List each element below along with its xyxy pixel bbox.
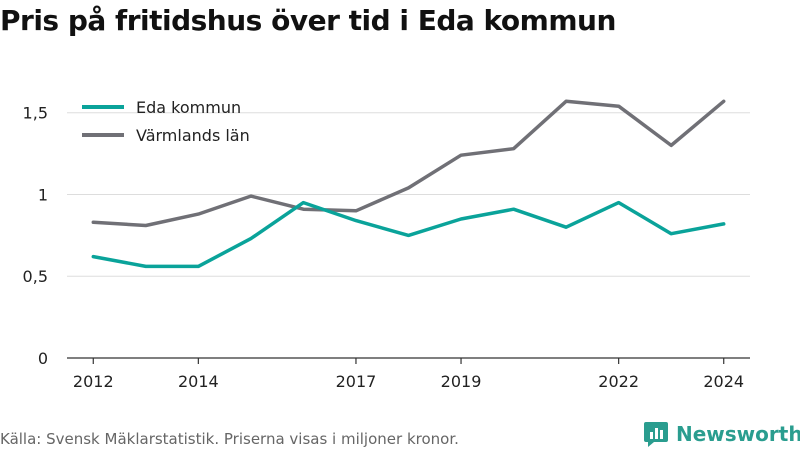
legend-label: Eda kommun — [136, 98, 241, 117]
chart-title: Pris på fritidshus över tid i Eda kommun — [0, 4, 616, 37]
x-tick-label: 2024 — [703, 372, 744, 391]
brand-name: Newsworthy — [676, 422, 800, 446]
y-tick-label: 1,5 — [23, 104, 48, 123]
source-note: Källa: Svensk Mäklarstatistik. Priserna … — [0, 430, 459, 448]
x-axis-ticks: 2012 2014 2017 2019 2022 2024 — [73, 358, 744, 391]
x-tick-label: 2014 — [178, 372, 219, 391]
y-tick-label: 0,5 — [23, 267, 48, 286]
y-axis-ticks: 0 0,5 1 1,5 — [23, 104, 48, 368]
bar-chart-logo-icon — [644, 422, 668, 447]
series-lines — [91, 99, 726, 269]
x-tick-label: 2022 — [598, 372, 639, 391]
gridlines — [67, 112, 750, 277]
brand-logo[interactable]: Newsworthy — [644, 420, 800, 448]
x-tick-label: 2012 — [73, 372, 114, 391]
x-tick-label: 2019 — [441, 372, 482, 391]
line-chart: 0 0,5 1 1,5 2012 2014 2017 2019 2022 2024 Eda ko… — [23, 98, 750, 391]
series-line-1 — [91, 99, 726, 228]
legend: Eda kommun Värmlands län — [82, 98, 250, 145]
y-tick-label: 1 — [38, 185, 48, 204]
y-tick-label: 0 — [38, 349, 48, 368]
legend-label: Värmlands län — [136, 126, 250, 145]
series-line-0 — [91, 200, 726, 269]
x-tick-label: 2017 — [336, 372, 377, 391]
